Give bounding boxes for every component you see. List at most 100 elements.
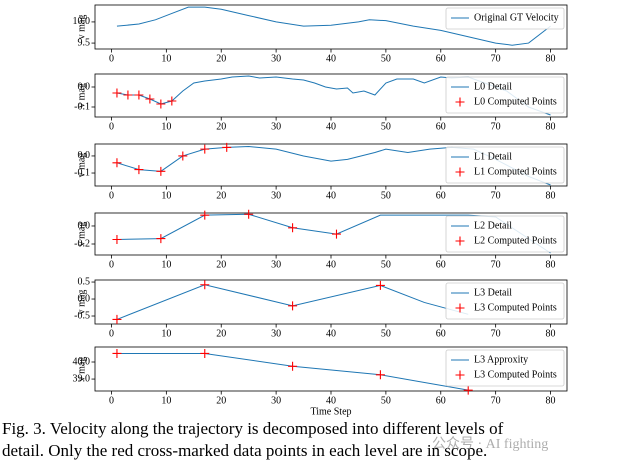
y-axis-label: v mag — [76, 357, 87, 382]
point-marker — [134, 90, 144, 100]
point-marker — [112, 158, 122, 168]
legend-marker — [455, 167, 465, 177]
watermark: 公众号 · AI fighting — [432, 436, 548, 452]
point-marker — [145, 94, 155, 104]
y-axis-label: v mag — [76, 15, 87, 40]
point-marker — [112, 234, 122, 244]
x-tick-label: 0 — [109, 259, 114, 270]
x-tick-label: 70 — [491, 328, 501, 339]
point-marker — [200, 348, 210, 358]
point-marker — [178, 151, 188, 161]
point-marker — [200, 280, 210, 290]
x-tick-label: 50 — [381, 259, 391, 270]
legend-box — [445, 76, 565, 114]
legend-marker — [455, 97, 465, 107]
legend-box — [445, 146, 565, 184]
legend-label: L1 Computed Points — [474, 166, 557, 177]
x-tick-label: 40 — [326, 190, 336, 201]
x-tick-label: 10 — [161, 259, 171, 270]
x-tick-label: 40 — [326, 53, 336, 64]
legend-label: L2 Detail — [474, 220, 512, 231]
point-marker — [463, 385, 473, 395]
x-tick-label: 60 — [436, 190, 446, 201]
x-tick-label: 50 — [381, 121, 391, 132]
x-tick-label: 70 — [491, 395, 501, 406]
x-tick-label: 0 — [109, 328, 114, 339]
x-tick-label: 20 — [216, 53, 226, 64]
x-tick-label: 50 — [381, 53, 391, 64]
x-tick-label: 10 — [161, 53, 171, 64]
x-tick-label: 20 — [216, 395, 226, 406]
point-marker — [331, 229, 341, 239]
data-line — [116, 6, 551, 46]
caption-line: detail. Only the red cross-marked data p… — [2, 441, 487, 460]
x-tick-label: 60 — [436, 395, 446, 406]
legend-label: L3 Computed Points — [474, 369, 557, 380]
y-axis-label: v mag — [76, 290, 87, 315]
legend-label: L3 Approxity — [474, 354, 528, 365]
point-marker — [375, 370, 385, 380]
data-line — [116, 284, 469, 320]
point-marker — [288, 361, 298, 371]
point-marker — [112, 88, 122, 98]
point-marker — [200, 210, 210, 220]
y-tick-label: 0.0 — [78, 293, 91, 304]
y-tick-label: -0.2 — [74, 238, 90, 249]
x-tick-label: 0 — [109, 53, 114, 64]
legend-label: L3 Computed Points — [474, 302, 557, 313]
y-tick-label: 40.0 — [73, 356, 91, 367]
legend-label: L2 Computed Points — [474, 235, 557, 246]
point-marker — [244, 209, 254, 219]
point-marker — [222, 142, 232, 152]
x-tick-label: 10 — [161, 395, 171, 406]
x-tick-label: 80 — [546, 395, 556, 406]
legend-box — [445, 215, 565, 253]
legend-label: L3 Detail — [474, 287, 512, 298]
x-tick-label: 80 — [546, 190, 556, 201]
x-tick-label: 0 — [109, 121, 114, 132]
legend-label: L0 Computed Points — [474, 96, 557, 107]
y-tick-label: -0.5 — [74, 310, 90, 321]
point-marker — [200, 144, 210, 154]
legend-label: Original GT Velocity — [474, 12, 559, 23]
point-marker — [288, 301, 298, 311]
x-tick-label: 60 — [436, 259, 446, 270]
x-tick-label: 80 — [546, 121, 556, 132]
x-tick-label: 50 — [381, 190, 391, 201]
x-tick-label: 30 — [271, 328, 281, 339]
x-tick-label: 40 — [326, 395, 336, 406]
x-tick-label: 50 — [381, 328, 391, 339]
legend-label: L1 Detail — [474, 151, 512, 162]
x-tick-label: 60 — [436, 328, 446, 339]
x-tick-label: 70 — [491, 190, 501, 201]
x-tick-label: 30 — [271, 190, 281, 201]
y-tick-label: 0.0 — [78, 150, 91, 161]
y-axis-label: v mag — [76, 83, 87, 108]
x-tick-label: 60 — [436, 121, 446, 132]
y-tick-label: 9.5 — [78, 37, 91, 48]
x-tick-label: 80 — [546, 259, 556, 270]
y-axis-label: v mag — [76, 222, 87, 247]
x-tick-label: 10 — [161, 121, 171, 132]
point-marker — [112, 348, 122, 358]
x-tick-label: 10 — [161, 190, 171, 201]
legend-label: L0 Detail — [474, 81, 512, 92]
x-tick-label: 80 — [546, 328, 556, 339]
point-marker — [156, 166, 166, 176]
x-tick-label: 10 — [161, 328, 171, 339]
x-tick-label: 70 — [491, 53, 501, 64]
x-tick-label: 20 — [216, 328, 226, 339]
point-marker — [112, 314, 122, 324]
legend-box — [445, 7, 565, 30]
point-marker — [156, 234, 166, 244]
x-tick-label: 30 — [271, 121, 281, 132]
data-line — [116, 352, 469, 391]
x-tick-label: 30 — [271, 53, 281, 64]
point-marker — [167, 96, 177, 106]
y-tick-label: 0.0 — [78, 81, 91, 92]
y-tick-label: 0.5 — [78, 276, 91, 287]
legend-marker — [455, 303, 465, 313]
legend-marker — [455, 236, 465, 246]
y-tick-label: 0.0 — [78, 220, 91, 231]
